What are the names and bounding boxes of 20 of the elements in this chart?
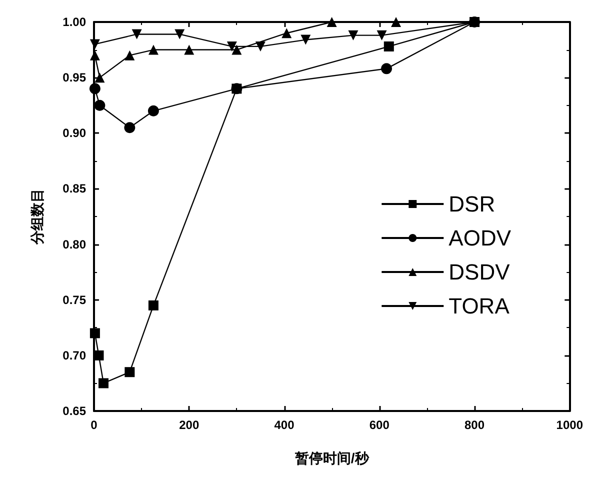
y-tick-label: 0.75 — [62, 292, 86, 307]
y-axis-title: 分组数目 — [29, 188, 45, 246]
y-tick-label: 0.85 — [62, 182, 86, 196]
x-tick-label: 1000 — [556, 418, 584, 432]
x-tick-label: 400 — [274, 418, 295, 432]
x-tick-label: 0 — [90, 418, 98, 432]
x-tick-label: 800 — [464, 418, 485, 432]
x-tick-label: 200 — [179, 418, 200, 432]
y-tick-label: 0.95 — [62, 70, 86, 85]
legend-label: DSR — [448, 192, 496, 216]
x-axis-title: 暂停时间/秒 — [294, 450, 370, 466]
y-tick-label: 0.80 — [62, 237, 86, 252]
y-tick-label: 0.65 — [62, 404, 86, 418]
x-tick-label: 600 — [369, 418, 390, 432]
legend-label: TORA — [448, 294, 510, 318]
y-tick-label: 0.90 — [62, 126, 86, 140]
legend-label: AODV — [448, 226, 512, 250]
legend-label: DSDV — [448, 260, 510, 284]
y-tick-label: 0.70 — [62, 348, 86, 362]
y-tick-label: 1.00 — [62, 15, 86, 29]
